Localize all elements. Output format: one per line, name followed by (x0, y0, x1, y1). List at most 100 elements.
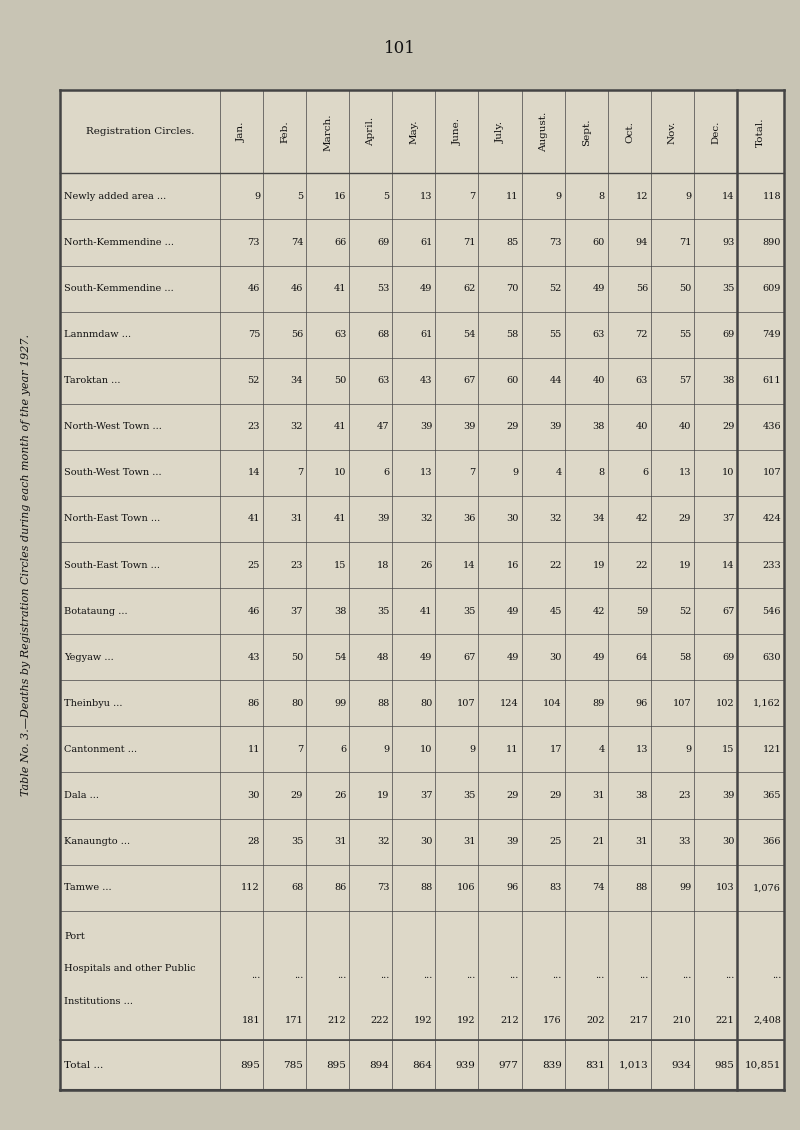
Text: 68: 68 (377, 330, 390, 339)
Text: 890: 890 (762, 238, 781, 247)
Text: 32: 32 (420, 514, 433, 523)
Text: 10: 10 (722, 469, 734, 477)
Text: 41: 41 (334, 284, 346, 293)
Text: 73: 73 (550, 238, 562, 247)
Text: ...: ... (725, 971, 734, 980)
Text: 46: 46 (290, 284, 303, 293)
Text: ...: ... (294, 971, 303, 980)
Text: 85: 85 (506, 238, 518, 247)
Text: July.: July. (495, 121, 505, 142)
Text: ...: ... (595, 971, 605, 980)
Text: 96: 96 (506, 884, 518, 893)
Text: 60: 60 (506, 376, 518, 385)
Text: 69: 69 (377, 238, 390, 247)
Text: Dala ...: Dala ... (64, 791, 99, 800)
Text: 2,408: 2,408 (754, 1016, 781, 1025)
Text: 62: 62 (463, 284, 475, 293)
Text: 939: 939 (456, 1061, 475, 1070)
Text: 25: 25 (248, 560, 260, 570)
Text: 13: 13 (678, 469, 691, 477)
Text: 35: 35 (463, 791, 475, 800)
Text: 46: 46 (248, 284, 260, 293)
Text: 67: 67 (463, 653, 475, 662)
Text: August.: August. (538, 112, 548, 153)
Text: 6: 6 (383, 469, 390, 477)
Text: 32: 32 (377, 837, 390, 846)
Text: 221: 221 (715, 1016, 734, 1025)
Text: 630: 630 (762, 653, 781, 662)
Text: 80: 80 (291, 698, 303, 707)
Text: 88: 88 (377, 698, 390, 707)
Text: 56: 56 (636, 284, 648, 293)
Text: Lannmdaw ...: Lannmdaw ... (64, 330, 131, 339)
Text: 86: 86 (248, 698, 260, 707)
Text: 34: 34 (593, 514, 605, 523)
Text: 60: 60 (593, 238, 605, 247)
Text: 546: 546 (762, 607, 781, 616)
Text: 88: 88 (420, 884, 433, 893)
Text: 749: 749 (762, 330, 781, 339)
Text: 49: 49 (593, 653, 605, 662)
Text: 29: 29 (678, 514, 691, 523)
Text: 181: 181 (242, 1016, 260, 1025)
Text: 73: 73 (247, 238, 260, 247)
Text: ...: ... (772, 971, 781, 980)
Text: 124: 124 (500, 698, 518, 707)
Text: 86: 86 (334, 884, 346, 893)
Text: ...: ... (638, 971, 648, 980)
Text: 44: 44 (550, 376, 562, 385)
Text: 31: 31 (463, 837, 475, 846)
Text: 11: 11 (506, 745, 518, 754)
Text: 39: 39 (463, 423, 475, 432)
Text: Total ...: Total ... (64, 1061, 103, 1070)
Text: 233: 233 (762, 560, 781, 570)
Text: 31: 31 (593, 791, 605, 800)
Text: 4: 4 (555, 469, 562, 477)
Text: Feb.: Feb. (280, 121, 289, 144)
Text: 894: 894 (370, 1061, 390, 1070)
Text: 93: 93 (722, 238, 734, 247)
Text: 39: 39 (377, 514, 390, 523)
Text: Theinbyu ...: Theinbyu ... (64, 698, 123, 707)
Text: 55: 55 (550, 330, 562, 339)
Text: April.: April. (366, 118, 375, 147)
Text: March.: March. (323, 113, 332, 150)
Text: 74: 74 (290, 238, 303, 247)
Text: 32: 32 (290, 423, 303, 432)
Text: 19: 19 (593, 560, 605, 570)
Text: 366: 366 (762, 837, 781, 846)
Text: ...: ... (380, 971, 390, 980)
Text: 210: 210 (673, 1016, 691, 1025)
Text: 58: 58 (506, 330, 518, 339)
Text: ...: ... (466, 971, 475, 980)
Text: 50: 50 (334, 376, 346, 385)
Text: 864: 864 (413, 1061, 433, 1070)
Text: Nov.: Nov. (668, 120, 677, 144)
Text: 9: 9 (685, 192, 691, 201)
Text: Taroktan ...: Taroktan ... (64, 376, 121, 385)
Text: Institutions ...: Institutions ... (64, 997, 134, 1006)
Text: 107: 107 (673, 698, 691, 707)
Text: 63: 63 (334, 330, 346, 339)
Text: 26: 26 (420, 560, 433, 570)
Text: 35: 35 (722, 284, 734, 293)
Text: 50: 50 (291, 653, 303, 662)
Text: 34: 34 (290, 376, 303, 385)
Text: 106: 106 (457, 884, 475, 893)
Text: 75: 75 (248, 330, 260, 339)
Text: 38: 38 (334, 607, 346, 616)
Text: 49: 49 (420, 653, 433, 662)
Text: Dec.: Dec. (711, 120, 720, 144)
Text: 8: 8 (599, 469, 605, 477)
Text: 29: 29 (506, 791, 518, 800)
Text: 4: 4 (598, 745, 605, 754)
Text: 57: 57 (678, 376, 691, 385)
Text: 222: 222 (370, 1016, 390, 1025)
Text: Oct.: Oct. (625, 121, 634, 142)
Text: 424: 424 (762, 514, 781, 523)
Text: 23: 23 (290, 560, 303, 570)
Text: 52: 52 (248, 376, 260, 385)
Text: 43: 43 (247, 653, 260, 662)
Text: 49: 49 (506, 653, 518, 662)
Text: 31: 31 (290, 514, 303, 523)
